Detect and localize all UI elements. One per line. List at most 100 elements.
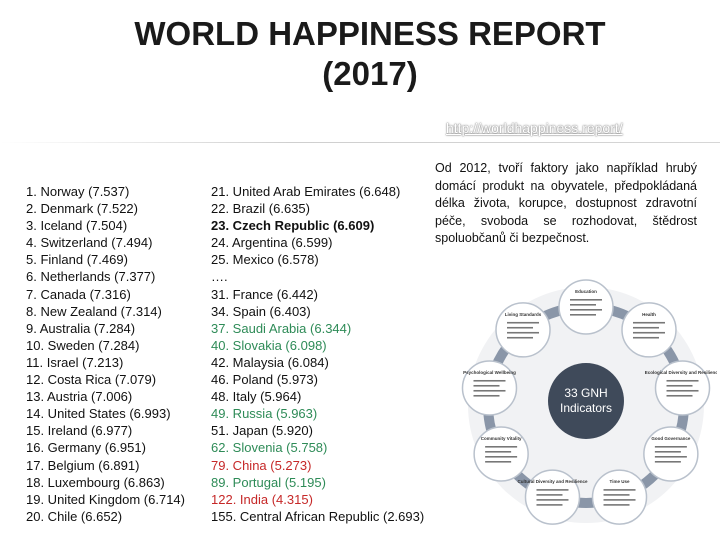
diagram-domain-bubble: [621, 302, 677, 358]
ranking-item: 8. New Zealand (7.314): [26, 303, 162, 319]
ranking-item: 22. Brazil (6.635): [211, 201, 310, 217]
diagram-text-line: [485, 451, 512, 453]
diagram-text-line: [536, 499, 569, 501]
ranking-item: 31. France (6.442): [211, 286, 318, 302]
diagram-text-line: [536, 494, 563, 496]
ranking-item: 62. Slovenia (5.758): [211, 440, 328, 456]
diagram-text-line: [507, 326, 534, 329]
diagram-domain-label: Community Vitality: [481, 436, 522, 441]
ranking-item: 40. Slovakia (6.098): [211, 337, 327, 353]
diagram-text-line: [507, 331, 540, 334]
diagram-center-line2: Indicators: [560, 401, 612, 415]
ranking-item: 155. Central African Republic (2.693): [211, 508, 425, 524]
diagram-text-line: [507, 321, 540, 324]
ranking-item: 16. Germany (6.951): [26, 440, 146, 456]
diagram-text-line: [473, 379, 506, 382]
diagram-text-line: [603, 504, 630, 506]
ranking-item: 19. United Kingdom (6.714): [26, 491, 185, 507]
diagram-text-line: [485, 461, 512, 463]
ranking-item: 11. Israel (7.213): [26, 354, 124, 370]
ranking-item: 37. Saudi Arabia (6.344): [211, 320, 352, 336]
diagram-text-line: [632, 331, 665, 334]
ranking-item: 1. Norway (7.537): [26, 184, 130, 199]
source-link[interactable]: http://worldhappiness.report/: [446, 120, 623, 136]
diagram-domain-label: Ecological Diversity and Resilience: [645, 370, 717, 375]
diagram-text-line: [473, 389, 506, 392]
ranking-item: 9. Australia (7.284): [26, 320, 136, 336]
diagram-domain-bubble: [558, 279, 614, 335]
ranking-item: 42. Malaysia (6.084): [211, 354, 329, 370]
ranking-item: 34. Spain (6.403): [211, 303, 311, 319]
ranking-list-selected: 21. United Arab Emirates (6.648) 22. Braz…: [211, 183, 424, 525]
ranking-item: 17. Belgium (6.891): [26, 457, 140, 473]
diagram-text-line: [666, 384, 693, 387]
ranking-list-top: 1. Norway (7.537) 2. Denmark (7.522) 3. Ic…: [26, 183, 185, 525]
slide-title: WORLD HAPPINESS REPORT (2017): [0, 14, 720, 94]
diagram-domain-label: Good Governance: [651, 436, 691, 441]
ranking-item: 3. Iceland (7.504): [26, 218, 128, 234]
diagram-text-line: [473, 394, 500, 397]
diagram-domain-bubble: [591, 469, 648, 525]
diagram-text-line: [485, 446, 518, 448]
diagram-domain-label: Education: [575, 289, 597, 294]
ranking-item: 25. Mexico (6.578): [211, 252, 319, 268]
gnh-diagram-svg: 33 GNH Indicators Education Health Ecologi…: [461, 279, 720, 525]
ranking-item: 10. Sweden (7.284): [26, 337, 140, 353]
ranking-item: 20. Chile (6.652): [26, 508, 123, 524]
diagram-domain-bubble: [495, 302, 551, 358]
diagram-domain-bubble: [654, 360, 711, 416]
diagram-text-line: [654, 456, 687, 458]
diagram-text-line: [632, 326, 659, 329]
ranking-item: 12. Costa Rica (7.079): [26, 372, 157, 388]
ranking-item: 5. Finland (7.469): [26, 252, 128, 268]
diagram-domain-bubble: [524, 469, 581, 525]
ranking-item: 6. Netherlands (7.377): [26, 269, 156, 285]
diagram-text-line: [570, 314, 596, 316]
divider: [0, 142, 720, 143]
ranking-item: 21. United Arab Emirates (6.648): [211, 184, 401, 199]
diagram-text-line: [666, 389, 699, 392]
ranking-item: 7. Canada (7.316): [26, 286, 131, 302]
diagram-text-line: [603, 494, 630, 496]
title-line-1: WORLD HAPPINESS REPORT: [134, 15, 606, 52]
ranking-item: 18. Luxembourg (6.863): [26, 474, 165, 490]
ranking-item: 4. Switzerland (7.494): [26, 235, 153, 251]
ranking-item: 2. Denmark (7.522): [26, 201, 138, 217]
ranking-item: 24. Argentina (6.599): [211, 235, 333, 251]
ranking-item: 13. Austria (7.006): [26, 389, 133, 405]
title-line-2: (2017): [322, 55, 418, 92]
diagram-text-line: [570, 304, 596, 306]
diagram-domain-bubble: [643, 426, 699, 482]
diagram-text-line: [654, 446, 687, 448]
ranking-item: 14. United States (6.993): [26, 406, 171, 422]
diagram-text-line: [654, 451, 681, 453]
diagram-text-line: [603, 499, 636, 501]
diagram-domain-label: Time Use: [610, 479, 630, 484]
ranking-item: 46. Poland (5.973): [211, 372, 318, 388]
diagram-text-line: [666, 379, 699, 382]
diagram-text-line: [570, 309, 602, 311]
ranking-item: ….: [211, 269, 228, 285]
diagram-text-line: [632, 321, 665, 324]
ranking-item: 122. India (4.315): [211, 491, 313, 507]
description-paragraph: Od 2012, tvoří faktory jako například hr…: [435, 161, 697, 245]
diagram-text-line: [570, 299, 602, 301]
ranking-item: 23. Czech Republic (6.609): [211, 218, 375, 234]
diagram-text-line: [485, 456, 518, 458]
diagram-text-line: [632, 336, 659, 339]
diagram-text-line: [666, 394, 693, 397]
diagram-text-line: [654, 461, 681, 463]
diagram-domain-bubble: [473, 426, 529, 482]
diagram-domain-label: Health: [642, 312, 656, 317]
diagram-domain-label: Psychological Wellbeing: [463, 370, 516, 375]
ranking-item: 15. Ireland (6.977): [26, 423, 133, 439]
diagram-center-line1: 33 GNH: [564, 386, 607, 400]
ranking-item: 89. Portugal (5.195): [211, 474, 326, 490]
diagram-text-line: [536, 504, 563, 506]
ranking-item: 51. Japan (5.920): [211, 423, 313, 439]
ranking-item: 49. Russia (5.963): [211, 406, 318, 422]
diagram-domain-bubble: [461, 360, 518, 416]
diagram-domain-label: Living Standards: [505, 312, 542, 317]
diagram-domain-label: Cultural Diversity and Resilience: [517, 479, 588, 484]
gnh-indicators-diagram: 33 GNH Indicators Education Health Ecologi…: [455, 275, 720, 535]
